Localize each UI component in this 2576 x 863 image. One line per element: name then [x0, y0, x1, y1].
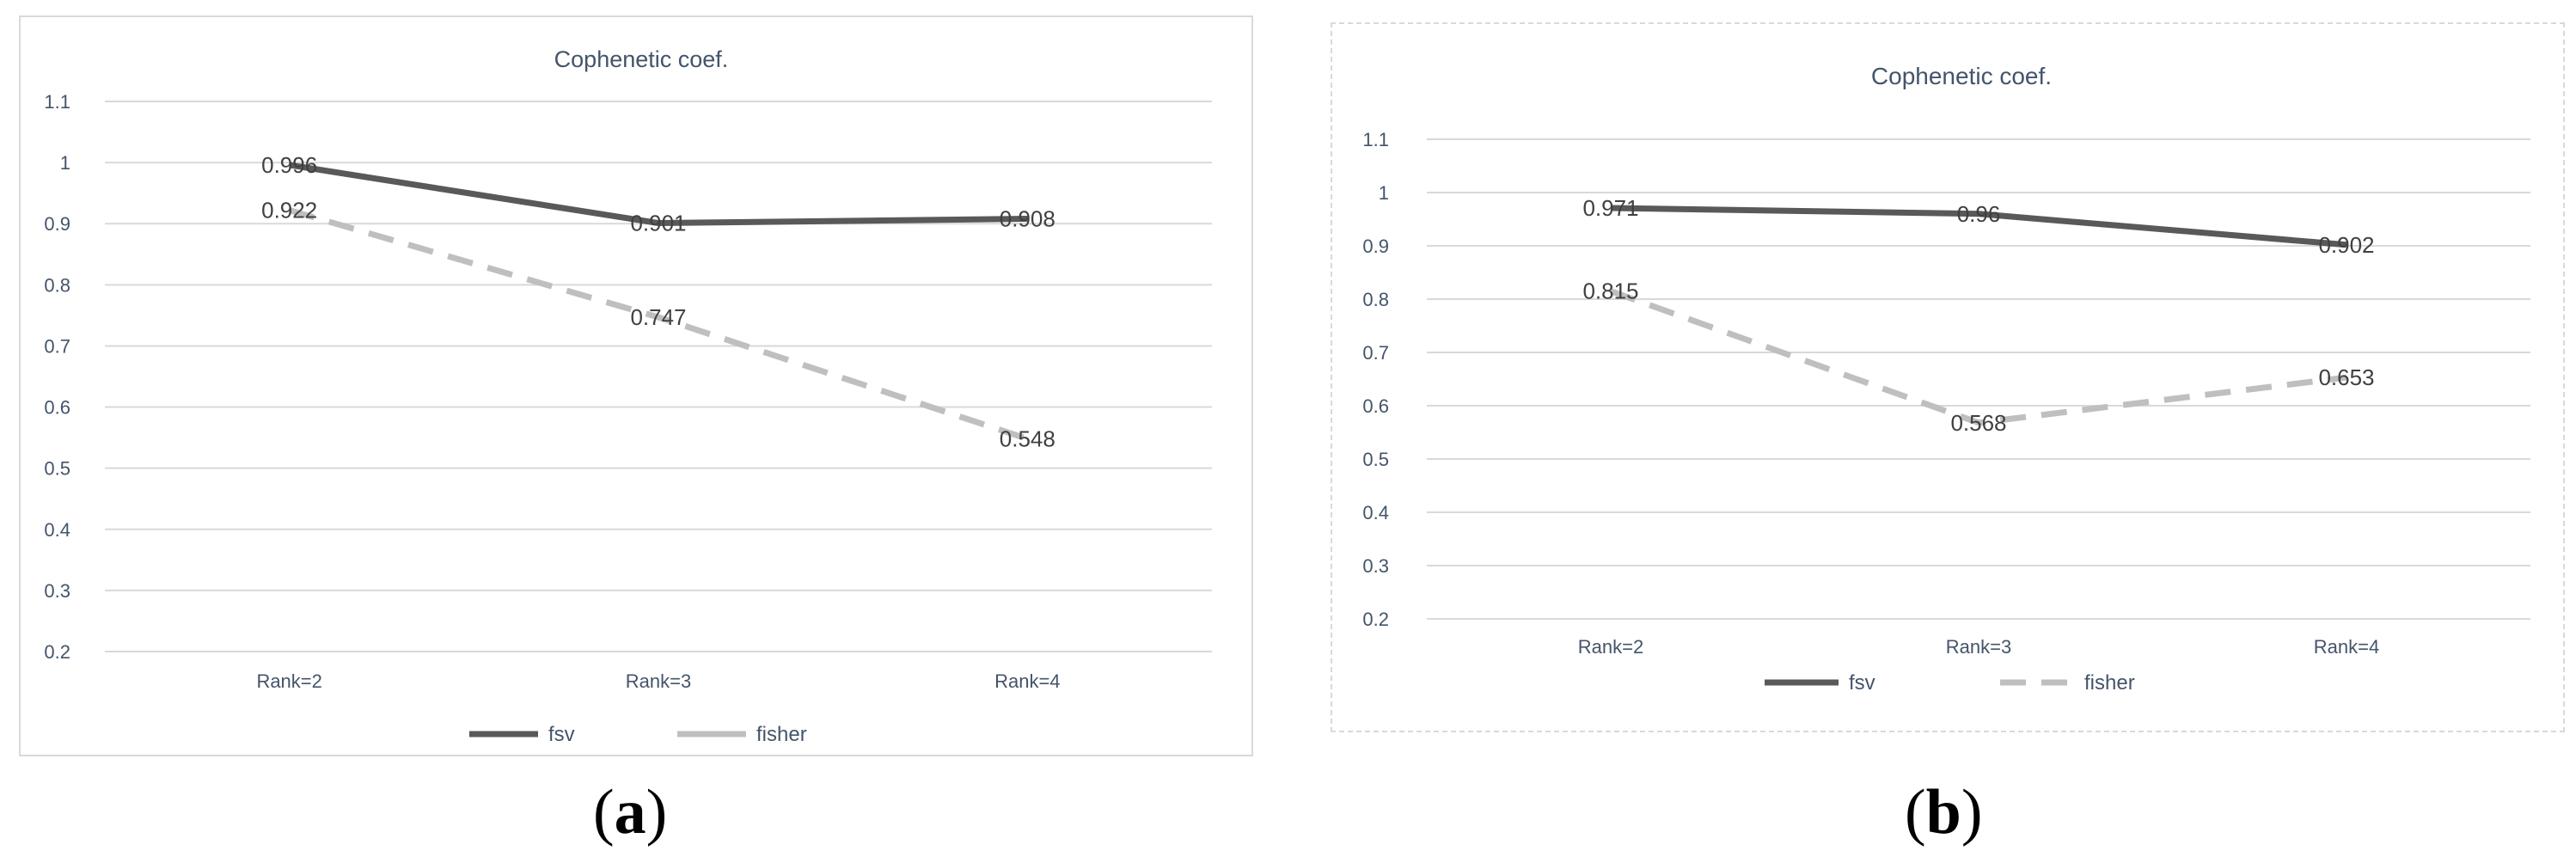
y-tick-label: 0.3: [44, 580, 70, 602]
y-tick-label: 0.9: [1362, 236, 1389, 257]
y-tick-label: 0.2: [1362, 609, 1389, 630]
y-tick-label: 0.3: [1362, 555, 1389, 577]
y-tick-label: 0.8: [44, 274, 70, 296]
x-tick-label: Rank=4: [2314, 636, 2379, 658]
data-label-fsv: 0.96: [1957, 201, 2001, 227]
chart-title: Cophenetic coef.: [1871, 63, 2052, 89]
y-tick-label: 0.6: [44, 397, 70, 419]
data-label-fsv: 0.908: [1000, 206, 1055, 232]
series-line-fsv: [289, 162, 1028, 227]
legend-label-fisher: fisher: [2084, 671, 2135, 695]
y-tick-label: 0.9: [44, 213, 70, 235]
data-label-fsv: 0.902: [2318, 232, 2374, 258]
data-label-fsv: 0.971: [1582, 195, 1638, 221]
x-tick-label: Rank=2: [1578, 636, 1643, 658]
y-tick-label: 0.2: [44, 641, 70, 663]
legend-label-fisher: fisher: [756, 723, 807, 746]
y-tick-label: 0.7: [44, 335, 70, 357]
y-tick-label: 1.1: [1362, 129, 1389, 150]
series-line-fsv: [1610, 205, 2347, 248]
y-tick-label: 1: [1379, 182, 1389, 204]
y-tick-label: 0.5: [44, 458, 70, 480]
data-label-fisher: 0.568: [1950, 410, 2006, 436]
data-label-fisher: 0.653: [2318, 364, 2374, 390]
x-tick-label: Rank=3: [626, 670, 691, 692]
chart-panel-a: [19, 15, 1253, 756]
y-tick-label: 0.4: [1362, 502, 1389, 523]
data-label-fsv: 0.901: [630, 211, 686, 236]
panel-caption-b-letter: b: [1925, 777, 1961, 848]
panel-caption-a: (a): [593, 777, 668, 848]
y-tick-label: 0.6: [1362, 395, 1389, 417]
data-label-fisher: 0.815: [1582, 278, 1638, 304]
y-tick-label: 0.7: [1362, 342, 1389, 364]
legend-label-fsv: fsv: [548, 723, 575, 746]
data-label-fisher: 0.747: [630, 304, 686, 330]
y-tick-label: 0.5: [1362, 449, 1389, 470]
chart-panel-b: [1331, 22, 2565, 732]
x-tick-label: Rank=2: [256, 670, 321, 692]
chart-b-svg: Cophenetic coef. 0.2 0.3 0.4 0.5 0.6 0.7 0.8 0.9…: [1362, 63, 2530, 695]
chart-title: Cophenetic coef.: [554, 46, 729, 72]
panel-caption-b: (b): [1905, 777, 1983, 848]
panel-caption-a-letter: a: [614, 777, 646, 848]
series-line-fisher: [1609, 288, 2347, 426]
data-label-fsv: 0.996: [261, 152, 317, 178]
y-tick-label: 0.4: [44, 519, 70, 541]
data-label-fisher: 0.922: [261, 198, 317, 223]
x-tick-label: Rank=3: [1946, 636, 2011, 658]
y-tick-label: 1.1: [44, 91, 70, 113]
chart-a-svg: Cophenetic coef. 0.2 0.3 0.4 0.5 0.6 0.7 0.8 0.9…: [44, 46, 1212, 746]
data-label-fisher: 0.548: [1000, 426, 1055, 452]
series-line-fisher: [288, 207, 1029, 442]
x-tick-label: Rank=4: [994, 670, 1060, 692]
legend-label-fsv: fsv: [1849, 671, 1875, 695]
y-tick-label: 0.8: [1362, 289, 1389, 310]
y-tick-label: 1: [60, 152, 70, 174]
